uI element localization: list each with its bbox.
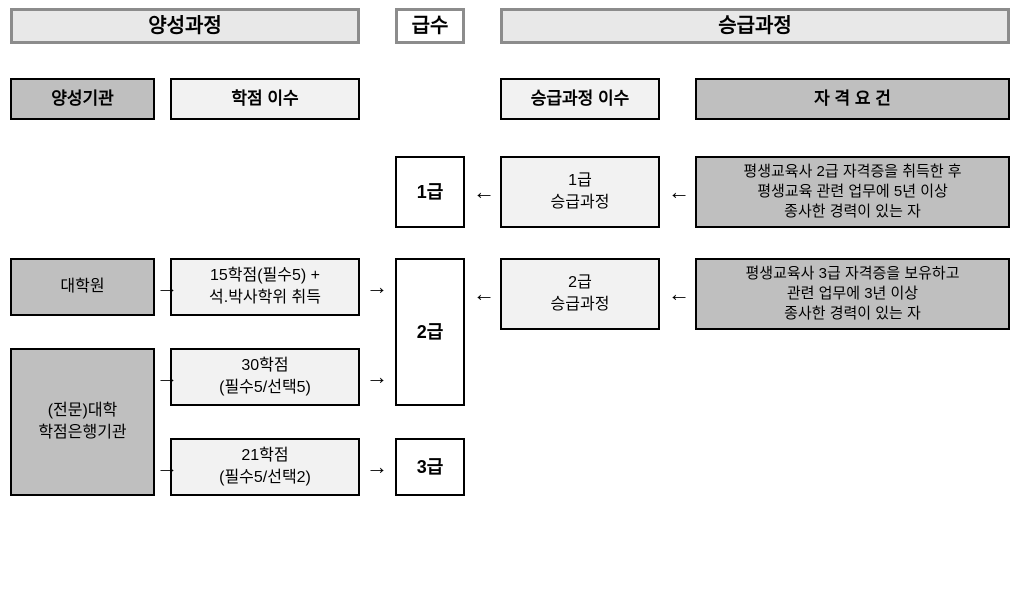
qual-2: 평생교육사 3급 자격증을 보유하고 관련 업무에 3년 이상 종사한 경력이 …	[695, 258, 1010, 330]
header-training: 양성과정	[10, 8, 360, 44]
arrow-icon: →	[155, 455, 179, 479]
level-2: 2급	[395, 258, 465, 406]
credits-grad: 15학점(필수5) + 석.박사학위 취득	[170, 258, 360, 316]
inst-grad: 대학원	[10, 258, 155, 316]
arrow-icon: ←	[667, 282, 691, 306]
subheader-credits: 학점 이수	[170, 78, 360, 120]
subheader-qualification: 자 격 요 건	[695, 78, 1010, 120]
subheader-institution: 양성기관	[10, 78, 155, 120]
arrow-icon: →	[365, 455, 389, 479]
level-3: 3급	[395, 438, 465, 496]
header-level: 급수	[395, 8, 465, 44]
arrow-icon: ←	[472, 282, 496, 306]
header-promotion: 승급과정	[500, 8, 1010, 44]
credits-30: 30학점 (필수5/선택5)	[170, 348, 360, 406]
arrow-icon: ←	[667, 180, 691, 204]
promo-2: 2급 승급과정	[500, 258, 660, 330]
arrow-icon: →	[155, 275, 179, 299]
promo-1: 1급 승급과정	[500, 156, 660, 228]
credits-21: 21학점 (필수5/선택2)	[170, 438, 360, 496]
subheader-promo-course: 승급과정 이수	[500, 78, 660, 120]
arrow-icon: →	[155, 365, 179, 389]
qual-1: 평생교육사 2급 자격증을 취득한 후 평생교육 관련 업무에 5년 이상 종사…	[695, 156, 1010, 228]
arrow-icon: →	[365, 365, 389, 389]
inst-college: (전문)대학 학점은행기관	[10, 348, 155, 496]
arrow-icon: ←	[472, 180, 496, 204]
level-1: 1급	[395, 156, 465, 228]
arrow-icon: →	[365, 275, 389, 299]
